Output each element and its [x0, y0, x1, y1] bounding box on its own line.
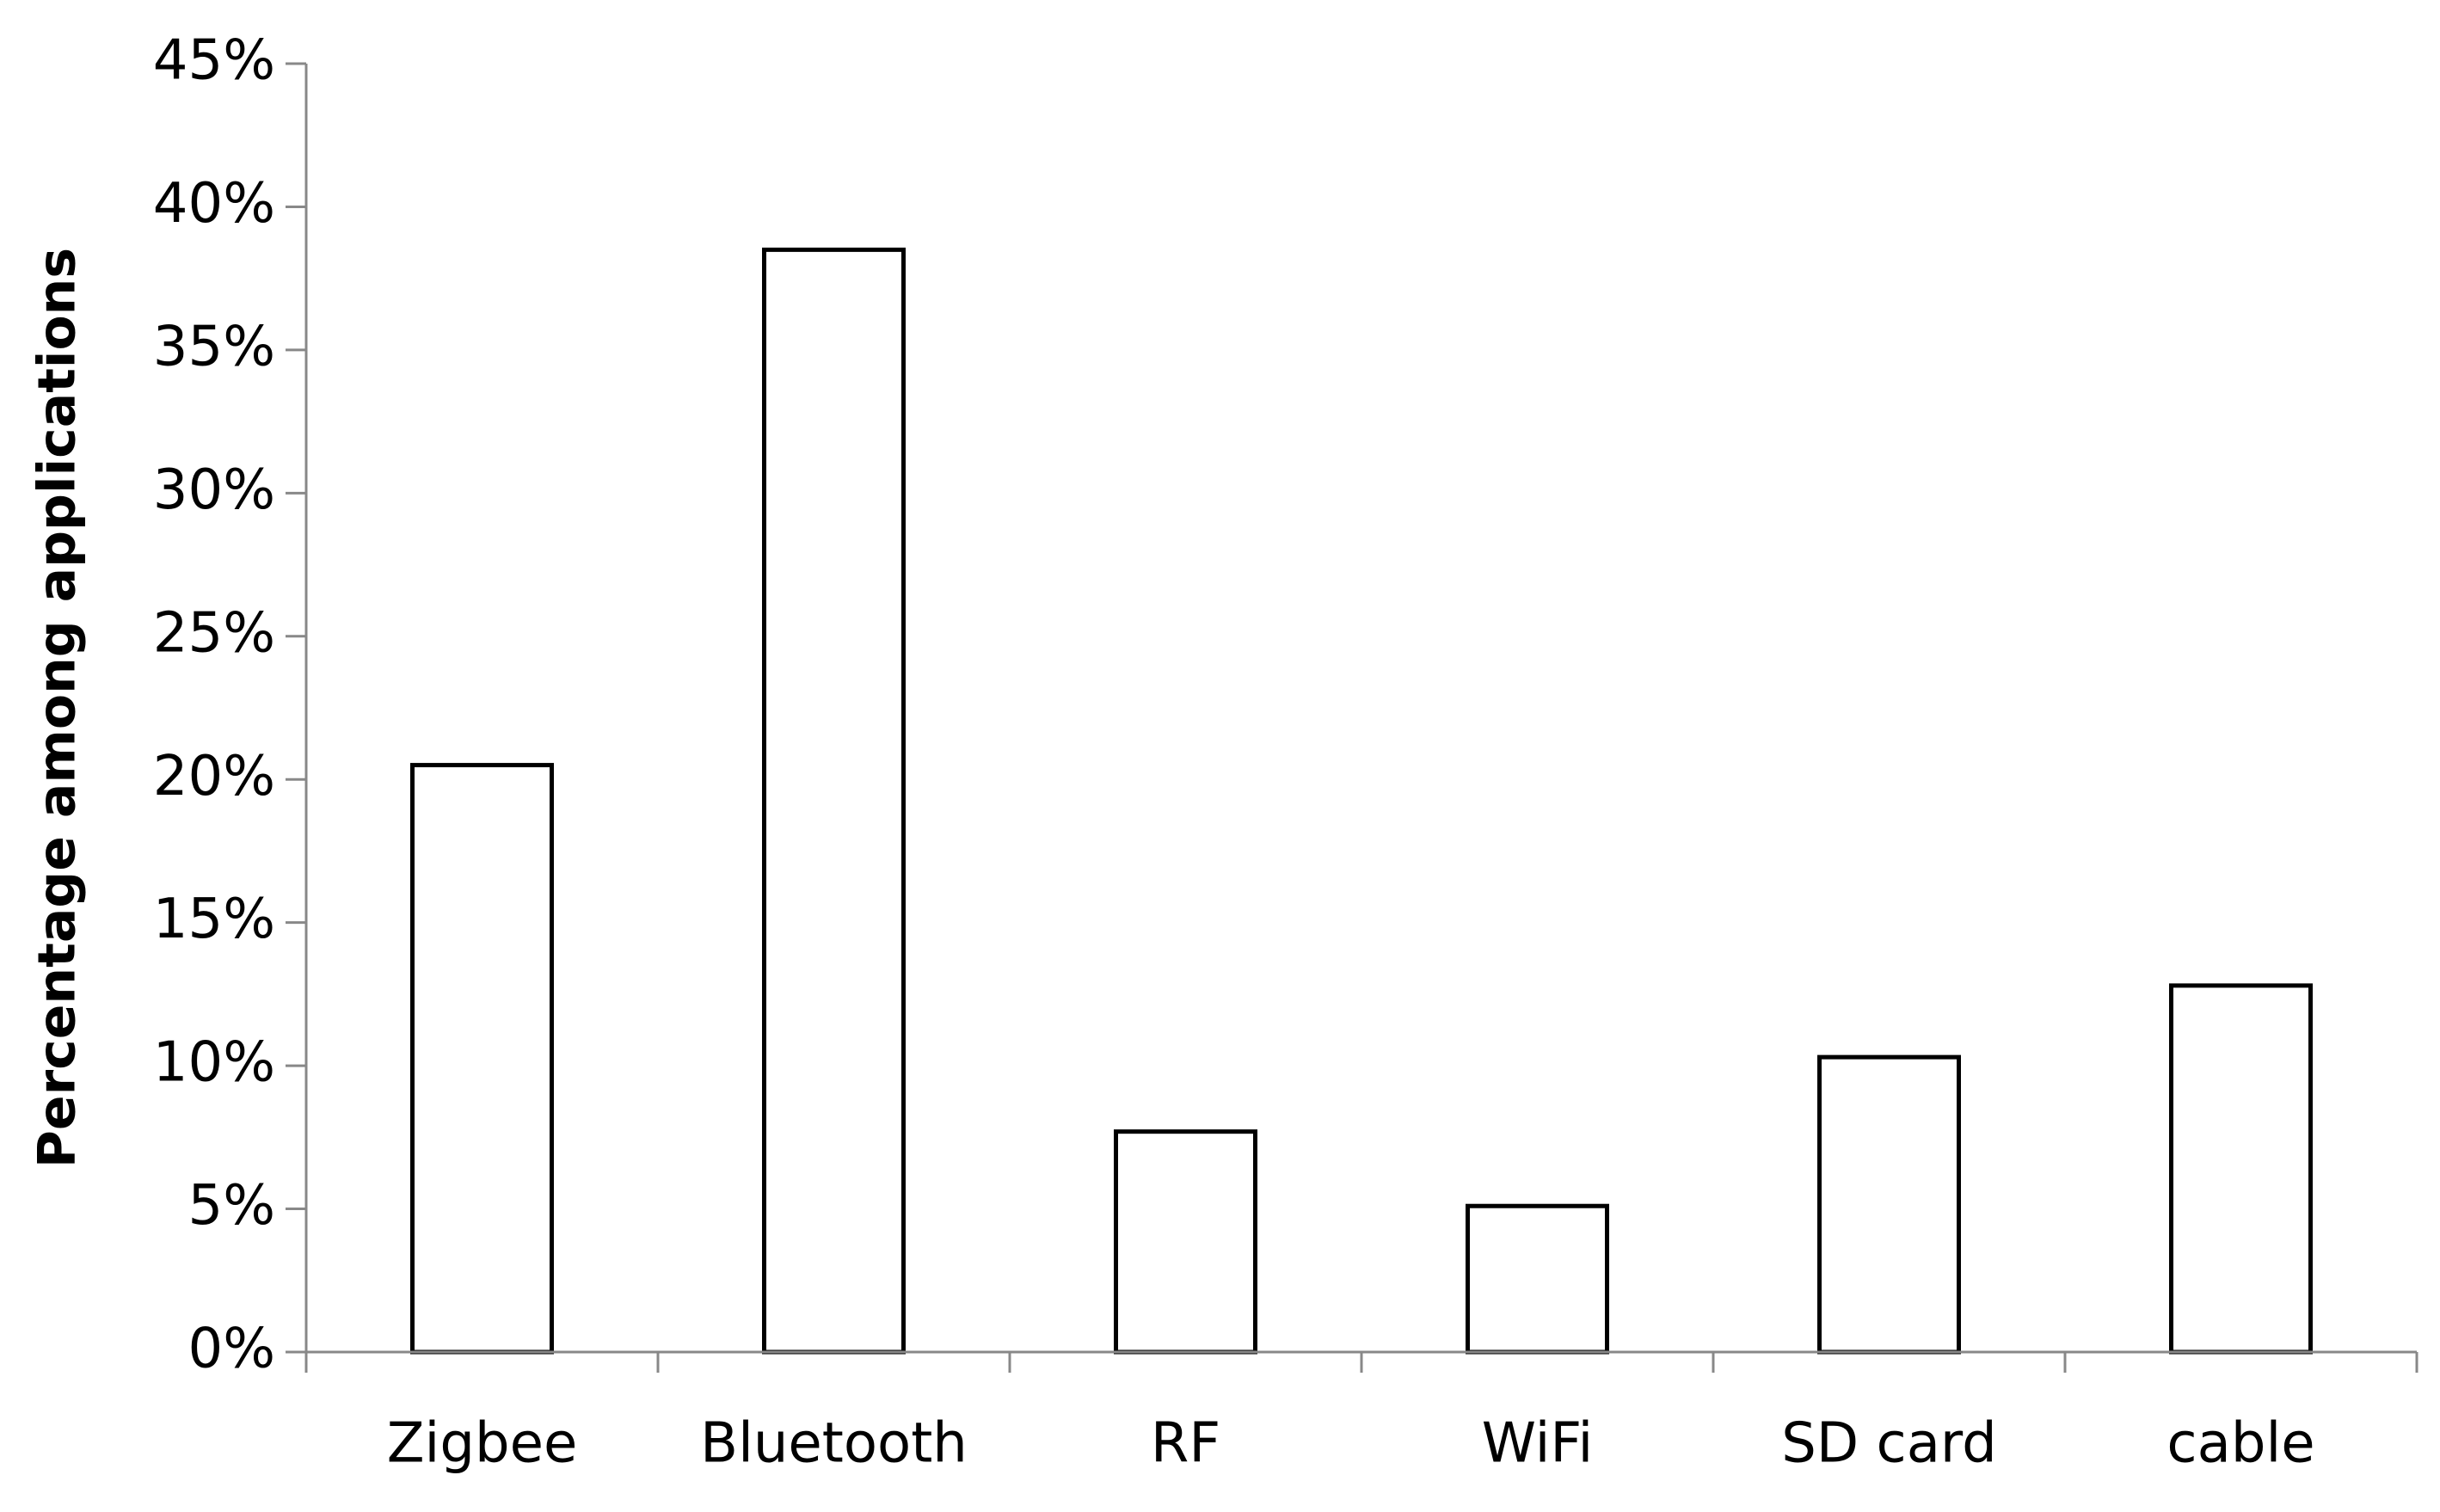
bar: [762, 247, 906, 1355]
bar: [1114, 1129, 1257, 1355]
y-tick-label: 20%: [153, 745, 275, 808]
bar: [2169, 983, 2313, 1355]
y-tick-label: 40%: [153, 172, 275, 236]
bar: [1466, 1203, 1609, 1355]
y-tick-label: 15%: [153, 888, 275, 951]
y-axis-label: Percentage among applications: [28, 248, 88, 1168]
y-tick-label: 5%: [187, 1174, 275, 1238]
x-tick-label: RF: [1151, 1412, 1220, 1476]
bar: [1817, 1054, 1961, 1355]
y-tick-label: 35%: [153, 315, 275, 378]
x-tick-label: cable: [2166, 1412, 2314, 1476]
x-tick-label: WiFi: [1482, 1412, 1594, 1476]
y-tick-label: 25%: [153, 601, 275, 665]
x-tick-label: Zigbee: [387, 1412, 578, 1476]
y-tick-label: 0%: [187, 1318, 275, 1381]
y-tick-label: 10%: [153, 1031, 275, 1095]
bar: [410, 763, 554, 1355]
x-tick-label: Bluetooth: [700, 1412, 968, 1476]
y-tick-label: 45%: [153, 29, 275, 93]
y-tick-label: 30%: [153, 458, 275, 522]
x-tick-label: SD card: [1781, 1412, 1996, 1476]
